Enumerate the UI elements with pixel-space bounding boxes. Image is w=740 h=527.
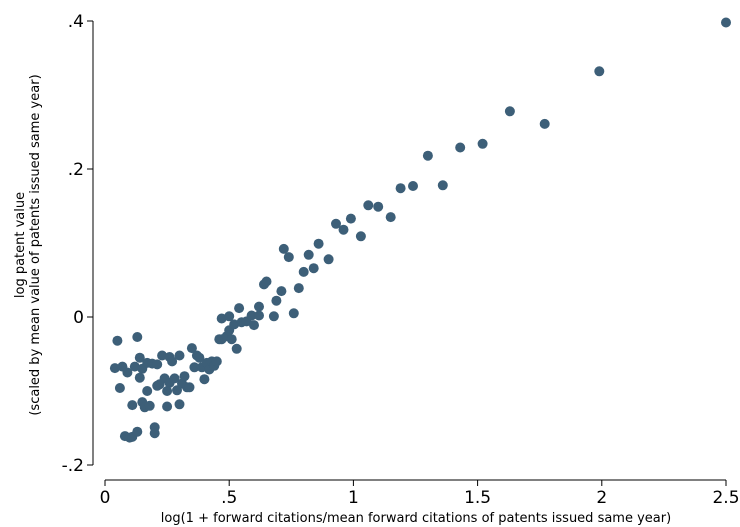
scatter-point [437, 180, 448, 191]
scatter-point [298, 266, 309, 277]
scatter-point [109, 363, 120, 374]
y-tick-label: -.2 [62, 456, 84, 476]
scatter-point [408, 181, 418, 191]
y-axis-title-line-2: (scaled by mean value of patents issued … [28, 74, 43, 415]
scatter-point [157, 350, 168, 361]
scatter-point [132, 332, 143, 342]
x-tick-label: 1.5 [464, 488, 491, 508]
scatter-point [254, 301, 264, 312]
scatter-point [144, 400, 155, 411]
scatter-point [261, 276, 272, 287]
scatter-point [355, 231, 366, 242]
scatter-point [721, 17, 731, 28]
scatter-point [345, 213, 356, 224]
y-tick-label: .4 [68, 12, 84, 32]
scatter-point [539, 118, 550, 129]
scatter-point [142, 386, 153, 396]
x-tick-label: 2 [596, 488, 607, 508]
scatter-point [149, 428, 160, 439]
scatter-point [186, 343, 197, 354]
scatter-point [127, 400, 138, 411]
scatter-point [363, 200, 374, 211]
scatter-point [174, 399, 185, 410]
scatter-point [184, 382, 195, 393]
scatter-point [268, 311, 279, 322]
scatter-point [234, 303, 245, 314]
scatter-point [395, 183, 406, 194]
scatter-point [276, 286, 287, 297]
y-tick-label: 0 [73, 308, 84, 328]
scatter-point [477, 138, 488, 149]
scatter-point [114, 383, 125, 393]
scatter-point [129, 361, 140, 372]
scatter-point [162, 386, 173, 396]
scatter-point [323, 254, 334, 265]
scatter-point [278, 243, 289, 254]
scatter-point [152, 359, 163, 370]
scatter-point [271, 295, 282, 306]
scatter-point [216, 313, 227, 324]
scatter-point [331, 218, 341, 229]
scatter-point [249, 320, 259, 331]
scatter-point [385, 212, 396, 223]
scatter-point [194, 352, 205, 363]
axes: -.2 0 .2 .4 0 .5 1 1.5 2 2.5 [62, 12, 740, 508]
scatter-point [174, 350, 185, 361]
scatter-point [199, 374, 210, 385]
scatter-point [338, 224, 349, 235]
y-axis-title-group: log patent value (scaled by mean value o… [13, 74, 43, 415]
scatter-point [122, 367, 133, 378]
scatter-point [211, 356, 222, 367]
scatter-point [167, 356, 178, 367]
y-axis-title-line-1: log patent value [13, 192, 28, 298]
scatter-point [283, 252, 294, 263]
scatter-point [504, 106, 515, 117]
scatter-point [134, 352, 145, 363]
scatter-point [373, 201, 384, 212]
scatter-point [189, 362, 200, 373]
scatter-point [226, 334, 237, 345]
scatter-point [455, 142, 466, 153]
y-tick-label: .2 [68, 160, 84, 180]
scatter-point [231, 343, 242, 354]
scatter-point [293, 283, 304, 294]
x-tick-label: .5 [221, 488, 237, 508]
x-axis-title: log(1 + forward citations/mean forward c… [161, 511, 671, 526]
scatter-point [313, 238, 324, 249]
x-tick-label: 2.5 [712, 488, 739, 508]
scatter-point [162, 401, 173, 412]
scatter-point [246, 310, 257, 321]
scatter-point [254, 310, 264, 321]
scatter-point [179, 371, 190, 382]
scatter-point [112, 335, 123, 346]
scatter-point [308, 263, 319, 274]
scatter-point [422, 150, 433, 161]
scatter-point [132, 426, 143, 437]
x-tick-label: 0 [100, 488, 111, 508]
scatter-point [134, 372, 145, 383]
scatter-point [169, 373, 180, 384]
scatter-point [288, 308, 299, 319]
scatter-points [109, 17, 731, 443]
scatter-point [303, 249, 314, 260]
scatter-point [224, 311, 235, 322]
x-tick-label: 1 [348, 488, 359, 508]
scatter-point [594, 66, 605, 77]
